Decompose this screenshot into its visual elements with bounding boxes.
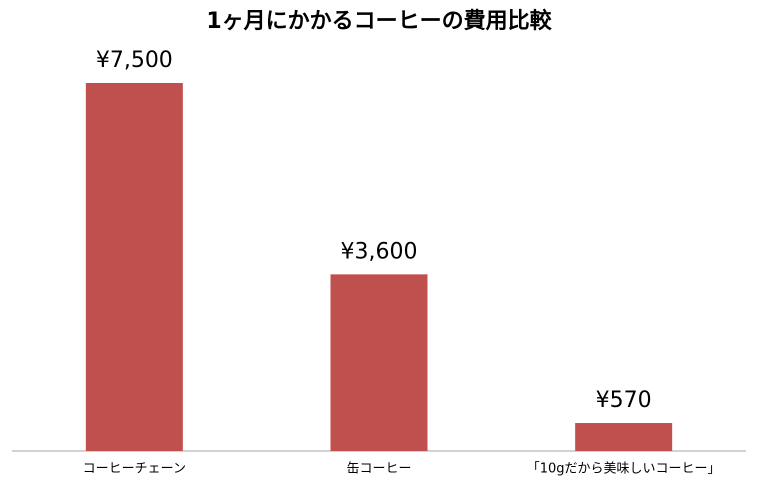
bar (330, 274, 428, 451)
data-label: ¥3,600 (341, 239, 418, 264)
x-tick-label: 「10gだから美味しいコーヒー」 (527, 462, 721, 477)
bar (85, 83, 183, 451)
data-label: ¥7,500 (96, 48, 173, 73)
chart-title: 1ヶ月にかかるコーヒーの費用比較 (206, 8, 552, 34)
bar (575, 423, 673, 451)
data-label: ¥570 (596, 388, 652, 413)
x-tick-label: 缶コーヒー (346, 462, 411, 477)
x-tick-label: コーヒーチェーン (83, 462, 186, 477)
